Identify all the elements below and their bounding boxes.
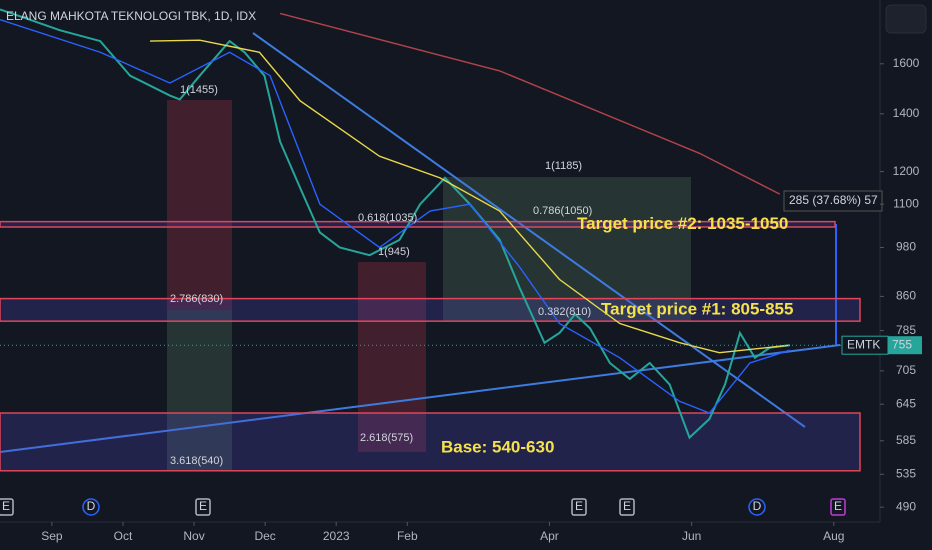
measure-box <box>783 190 883 212</box>
fib-zone <box>443 177 691 321</box>
moving-average <box>149 39 790 354</box>
x-tick-label: Oct <box>114 529 133 543</box>
price-zone <box>0 297 861 322</box>
price-zone <box>0 220 836 228</box>
event-marker <box>82 498 100 516</box>
x-tick-label: Nov <box>183 529 204 543</box>
event-label: D <box>87 499 96 513</box>
y-tick-label: 1400 <box>893 106 920 120</box>
price-badge <box>888 336 922 355</box>
y-tick-label: 490 <box>896 499 916 513</box>
x-tick-label: 2023 <box>323 529 350 543</box>
event-marker <box>830 498 846 516</box>
fib-label: 1(1185) <box>545 160 582 172</box>
fib-label: 1(1455) <box>180 84 218 96</box>
y-tick-label: 860 <box>896 289 916 303</box>
trendline <box>252 32 806 428</box>
event-label: E <box>575 499 583 513</box>
y-tick-label: 535 <box>896 466 916 480</box>
fib-label: 0.382(810) <box>538 306 591 318</box>
moving-average <box>0 19 790 414</box>
fib-zone <box>358 262 426 452</box>
zone-label: Base: 540-630 <box>441 437 554 456</box>
fib-label: 0.618(1035) <box>358 212 417 224</box>
drawings <box>0 32 841 470</box>
y-tick-label: 1600 <box>893 56 920 70</box>
y-tick-label: 585 <box>896 433 916 447</box>
price-zone <box>0 412 861 472</box>
x-tick-label: Sep <box>41 529 63 543</box>
chart-title: ELANG MAHKOTA TEKNOLOGI TBK, 1D, IDX <box>6 9 256 23</box>
fib-label: 2.786(830) <box>170 293 223 305</box>
moving-average <box>279 12 781 195</box>
fib-zone <box>167 100 232 310</box>
y-tick-label: 785 <box>896 323 916 337</box>
event-marker <box>571 498 587 516</box>
y-tick-label: 980 <box>896 240 916 254</box>
fib-zone <box>167 310 232 470</box>
event-marker <box>0 498 14 516</box>
trendline <box>0 344 841 453</box>
fib-label: 3.618(540) <box>170 455 223 467</box>
fib-label: 1(945) <box>378 246 410 258</box>
y-tick-label: 1200 <box>893 164 920 178</box>
x-tick-label: Feb <box>397 529 418 543</box>
zone-label: Target price #2: 1035-1050 <box>577 214 788 233</box>
x-tick-label: Aug <box>823 529 844 543</box>
event-marker <box>195 498 211 516</box>
fib-label: 2.618(575) <box>360 432 413 444</box>
event-marker <box>619 498 635 516</box>
event-label: E <box>834 499 842 513</box>
event-label: E <box>623 499 631 513</box>
x-tick-label: Apr <box>540 529 559 543</box>
event-label: D <box>753 499 762 513</box>
x-tick-label: Jun <box>682 529 701 543</box>
y-tick-label: 705 <box>896 363 916 377</box>
zone-label: Target price #1: 805-855 <box>601 299 793 318</box>
x-tick-label: Dec <box>254 529 275 543</box>
measure-label: 285 (37.68%) 57 <box>789 193 878 207</box>
y-tick-label: 1100 <box>893 196 919 210</box>
price-label: 755 <box>892 337 912 351</box>
y-tick-label: 645 <box>896 396 916 410</box>
ticker-label: EMTK <box>847 337 880 351</box>
menu-button[interactable] <box>885 4 927 34</box>
event-marker <box>748 498 766 516</box>
event-label: E <box>199 499 207 513</box>
event-label: E <box>2 499 10 513</box>
fib-label: 0.786(1050) <box>533 205 592 217</box>
price-line <box>0 8 790 440</box>
